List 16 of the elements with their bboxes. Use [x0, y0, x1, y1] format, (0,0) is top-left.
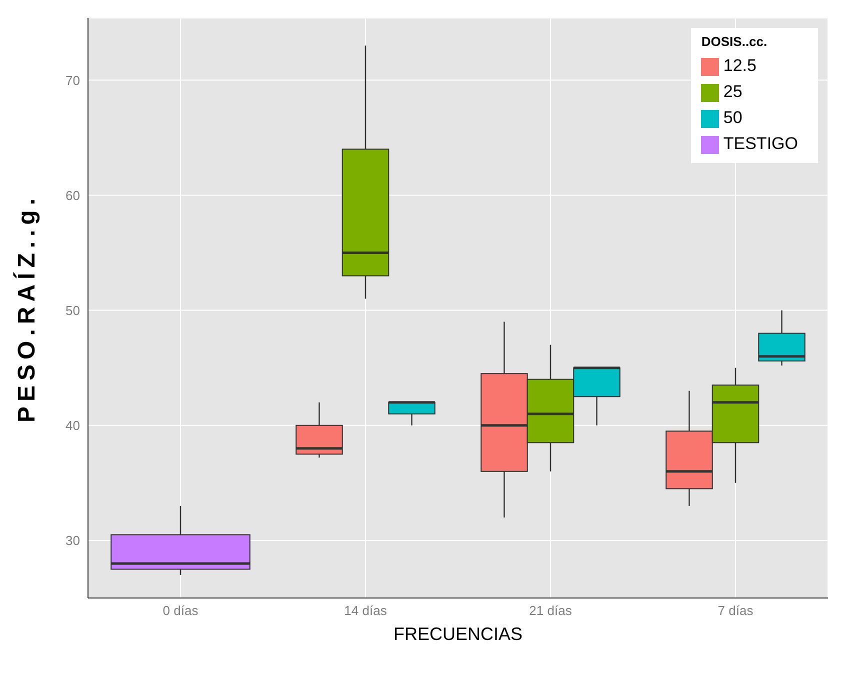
- x-tick-label: 14 días: [344, 603, 388, 618]
- y-axis-title: PESO.RAÍZ..g.: [12, 193, 41, 423]
- y-tick-label: 50: [66, 302, 80, 318]
- legend-label: 25: [723, 82, 742, 101]
- legend-label: 12.5: [723, 56, 756, 75]
- x-tick-label: 21 días: [529, 603, 572, 618]
- x-tick-label: 7 días: [718, 603, 754, 618]
- legend-label: 50: [723, 108, 742, 127]
- x-axis-title: FRECUENCIAS: [393, 624, 523, 644]
- y-tick-label: 60: [66, 188, 80, 203]
- y-tick-label: 30: [66, 533, 80, 548]
- y-tick-label: 40: [66, 418, 80, 433]
- legend-title: DOSIS..cc.: [701, 34, 768, 49]
- x-tick-label: 0 días: [162, 603, 199, 618]
- legend-label: TESTIGO: [723, 134, 798, 153]
- y-tick-label: 70: [66, 72, 80, 88]
